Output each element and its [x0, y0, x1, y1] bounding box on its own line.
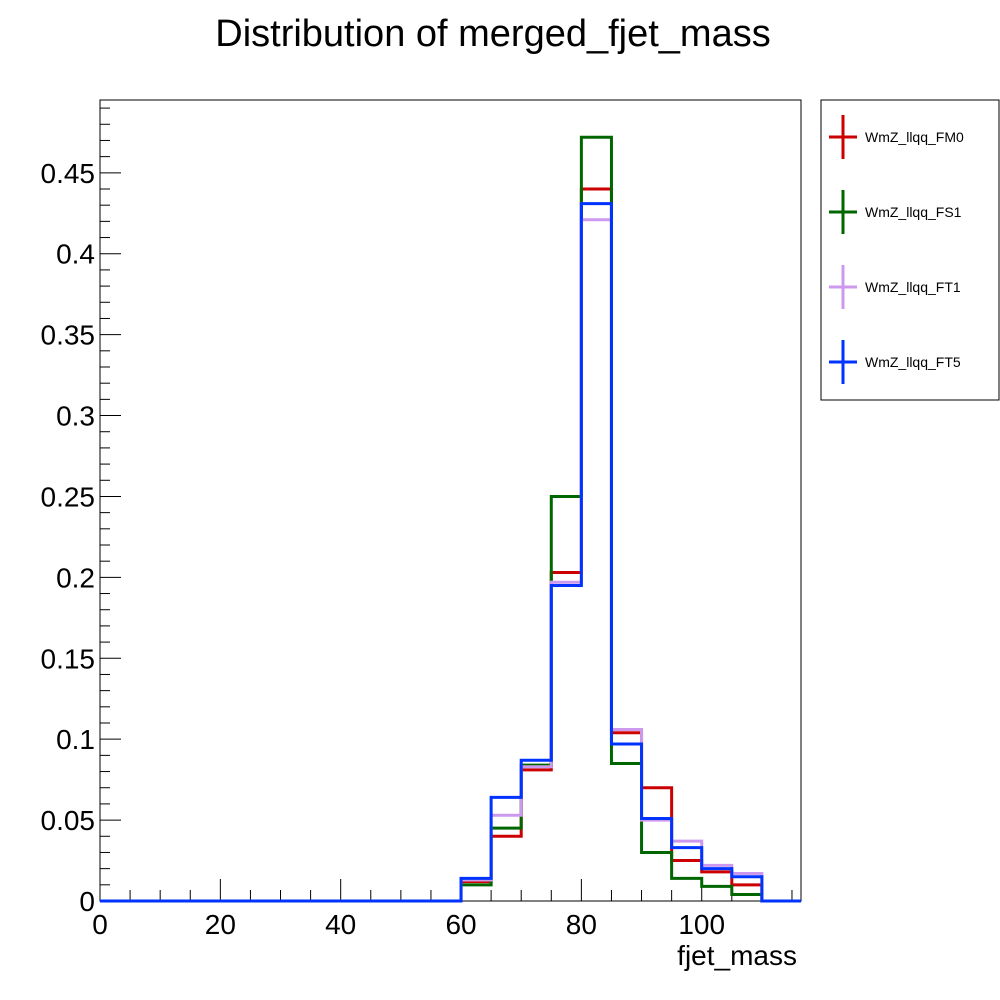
y-tick-label: 0.25	[41, 481, 96, 512]
y-tick-label: 0.15	[41, 643, 96, 674]
legend-entry: WmZ_llqq_FT1	[865, 279, 961, 295]
y-tick-label: 0	[79, 886, 95, 917]
x-tick-label: 20	[205, 909, 236, 940]
x-tick-label: 80	[566, 909, 597, 940]
legend-entry: WmZ_llqq_FT5	[865, 354, 961, 370]
y-tick-label: 0.1	[56, 724, 95, 755]
series-line-WmZ_llqq_FT1	[100, 218, 801, 903]
series-line-WmZ_llqq_FS1	[100, 135, 801, 903]
series-line-WmZ_llqq_FM0	[100, 187, 801, 903]
x-axis-label: fjet_mass	[677, 940, 797, 971]
x-tick-label: 40	[325, 909, 356, 940]
y-tick-label: 0.35	[41, 320, 96, 351]
legend-entry: WmZ_llqq_FS1	[865, 204, 962, 220]
y-tick-label: 0.4	[56, 239, 95, 270]
legend-entry: WmZ_llqq_FM0	[865, 129, 964, 145]
chart-title: Distribution of merged_fjet_mass	[215, 13, 770, 55]
x-tick-label: 100	[678, 909, 725, 940]
plot-frame	[99, 99, 802, 902]
plot-area: 0 20 40 60 80 100 0 0.05 0.1 0.15 0.2 0.25 0.3 0.35 0.…	[41, 99, 802, 940]
legend-box	[820, 99, 1000, 401]
x-tick-label: 60	[445, 909, 476, 940]
y-tick-label: 0.2	[56, 562, 95, 593]
y-tick-label: 0.05	[41, 805, 96, 836]
y-tick-label: 0.3	[56, 401, 95, 432]
y-tick-label: 0.45	[41, 158, 96, 189]
x-tick-label: 0	[92, 909, 108, 940]
series-line-WmZ_llqq_FT5	[100, 202, 801, 903]
legend: WmZ_llqq_FM0 WmZ_llqq_FS1 WmZ_llqq_FT1 WmZ_…	[820, 99, 1000, 401]
